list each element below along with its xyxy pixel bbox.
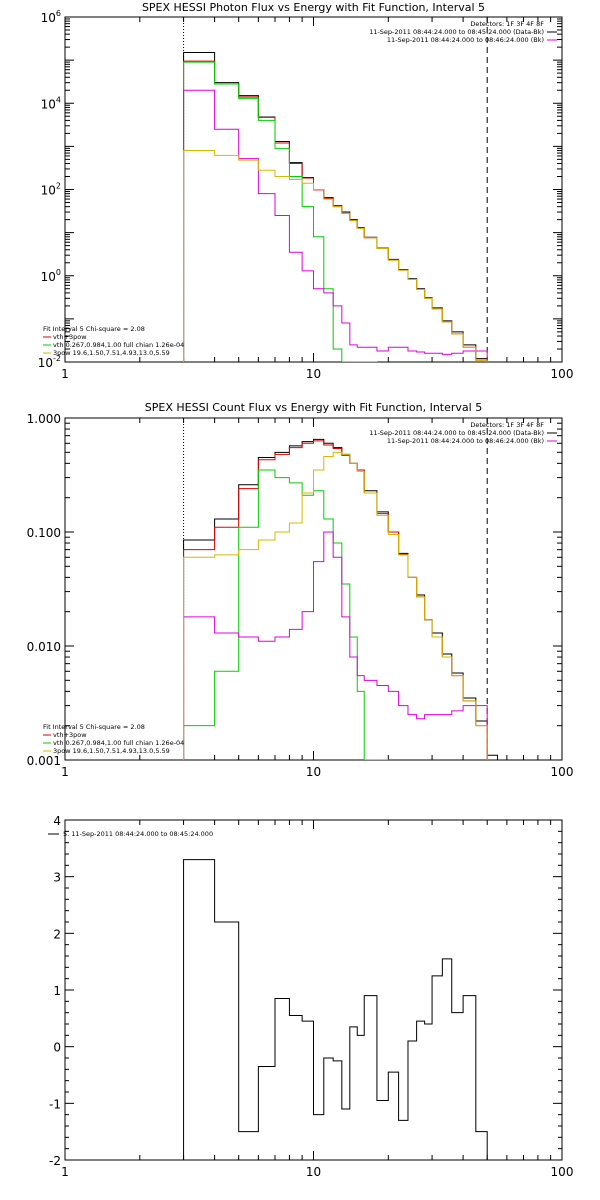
y-tick-label: 100	[41, 268, 61, 284]
x-tick-label: 10	[306, 1165, 321, 1179]
legend-right-text: Detectors: 1F 3F 4F 8F	[470, 421, 544, 429]
legend-left-text: vth+3pow	[53, 333, 87, 341]
x-tick-label: 100	[551, 765, 574, 779]
y-tick-label: 104	[41, 95, 61, 111]
chart-title: SPEX HESSI Photon Flux vs Energy with Fi…	[142, 1, 485, 14]
y-tick-label: -2	[49, 1154, 61, 1168]
legend-right-text: 11-Sep-2011 08:44:24.000 to 08:45:24.000…	[369, 28, 544, 36]
y-tick-label: 1	[53, 984, 61, 998]
series-line-yellow	[183, 451, 488, 760]
y-tick-label: 4	[53, 814, 61, 828]
y-tick-label: 3	[53, 871, 61, 885]
y-tick-label: 0	[53, 1041, 61, 1055]
chart-title: SPEX HESSI Count Flux vs Energy with Fit…	[145, 401, 482, 414]
series-line-magenta	[183, 531, 488, 760]
series-line-total	[183, 859, 488, 1160]
figure: SPEX HESSI Photon Flux vs Energy with Fi…	[27, 1, 574, 1179]
y-tick-label: 0.001	[27, 754, 61, 768]
legend-right-text: 11-Sep-2011 08:44:24.000 to 08:46:24.000…	[387, 437, 544, 445]
legend-left-text: Fit Interval 5 Chi-square = 2.08	[43, 325, 145, 333]
legend-left-text: vth 0.267,0.984,1.00 full chian 1.26e-04	[53, 739, 184, 747]
series-line-green	[183, 469, 389, 760]
series-line-red	[183, 440, 488, 760]
series-line-total	[183, 52, 488, 362]
legend-right-text: Detectors: 1F 3F 4F 8F	[470, 20, 544, 28]
x-tick-label: 10	[306, 367, 321, 381]
series-group	[183, 859, 488, 1160]
chart-panel-2: SPEX HESSI Count Flux vs Energy with Fit…	[27, 401, 574, 779]
series-line-yellow	[183, 150, 488, 362]
legend-left-text: vth+3pow	[53, 731, 87, 739]
series-line-green	[183, 61, 378, 362]
y-tick-label: -1	[49, 1097, 61, 1111]
x-tick-label: 100	[551, 1165, 574, 1179]
x-tick-label: 10	[306, 765, 321, 779]
series-line-total	[183, 438, 498, 760]
legend-left-text: vth 0.267,0.984,1.00 full chian 1.26e-04	[53, 341, 184, 349]
y-tick-label: 1.000	[27, 412, 61, 426]
legend-right-text: 11-Sep-2011 08:44:24.000 to 08:45:24.000…	[369, 429, 544, 437]
legend-right-text: 11-Sep-2011 08:44:24.000 to 08:46:24.000…	[387, 36, 544, 44]
y-tick-label: 106	[41, 9, 61, 25]
legend-left-text: Fit Interval 5 Chi-square = 2.08	[43, 723, 145, 731]
series-line-magenta	[183, 89, 488, 362]
legend-left-text: 3pow 19.6,1.50,7.51,4.93,13.0,5.59	[53, 747, 170, 755]
x-tick-label: 1	[61, 367, 69, 381]
series-group	[183, 438, 498, 760]
y-tick-label: 102	[41, 182, 61, 198]
series-line-red	[183, 60, 488, 362]
x-tick-label: 1	[61, 1165, 69, 1179]
y-tick-label: 2	[53, 927, 61, 941]
chart-panel-1: SPEX HESSI Photon Flux vs Energy with Fi…	[38, 1, 574, 381]
legend-left-text: 3pow 19.6,1.50,7.51,4.93,13.0,5.59	[53, 349, 170, 357]
y-tick-label: 0.010	[27, 640, 61, 654]
x-tick-label: 100	[551, 367, 574, 381]
series-group	[183, 52, 488, 362]
legend-text: 5. 11-Sep-2011 08:44:24.000 to 08:45:24.…	[63, 830, 213, 838]
x-tick-label: 1	[61, 765, 69, 779]
y-tick-label: 10-2	[38, 354, 61, 370]
y-tick-label: 0.100	[27, 526, 61, 540]
